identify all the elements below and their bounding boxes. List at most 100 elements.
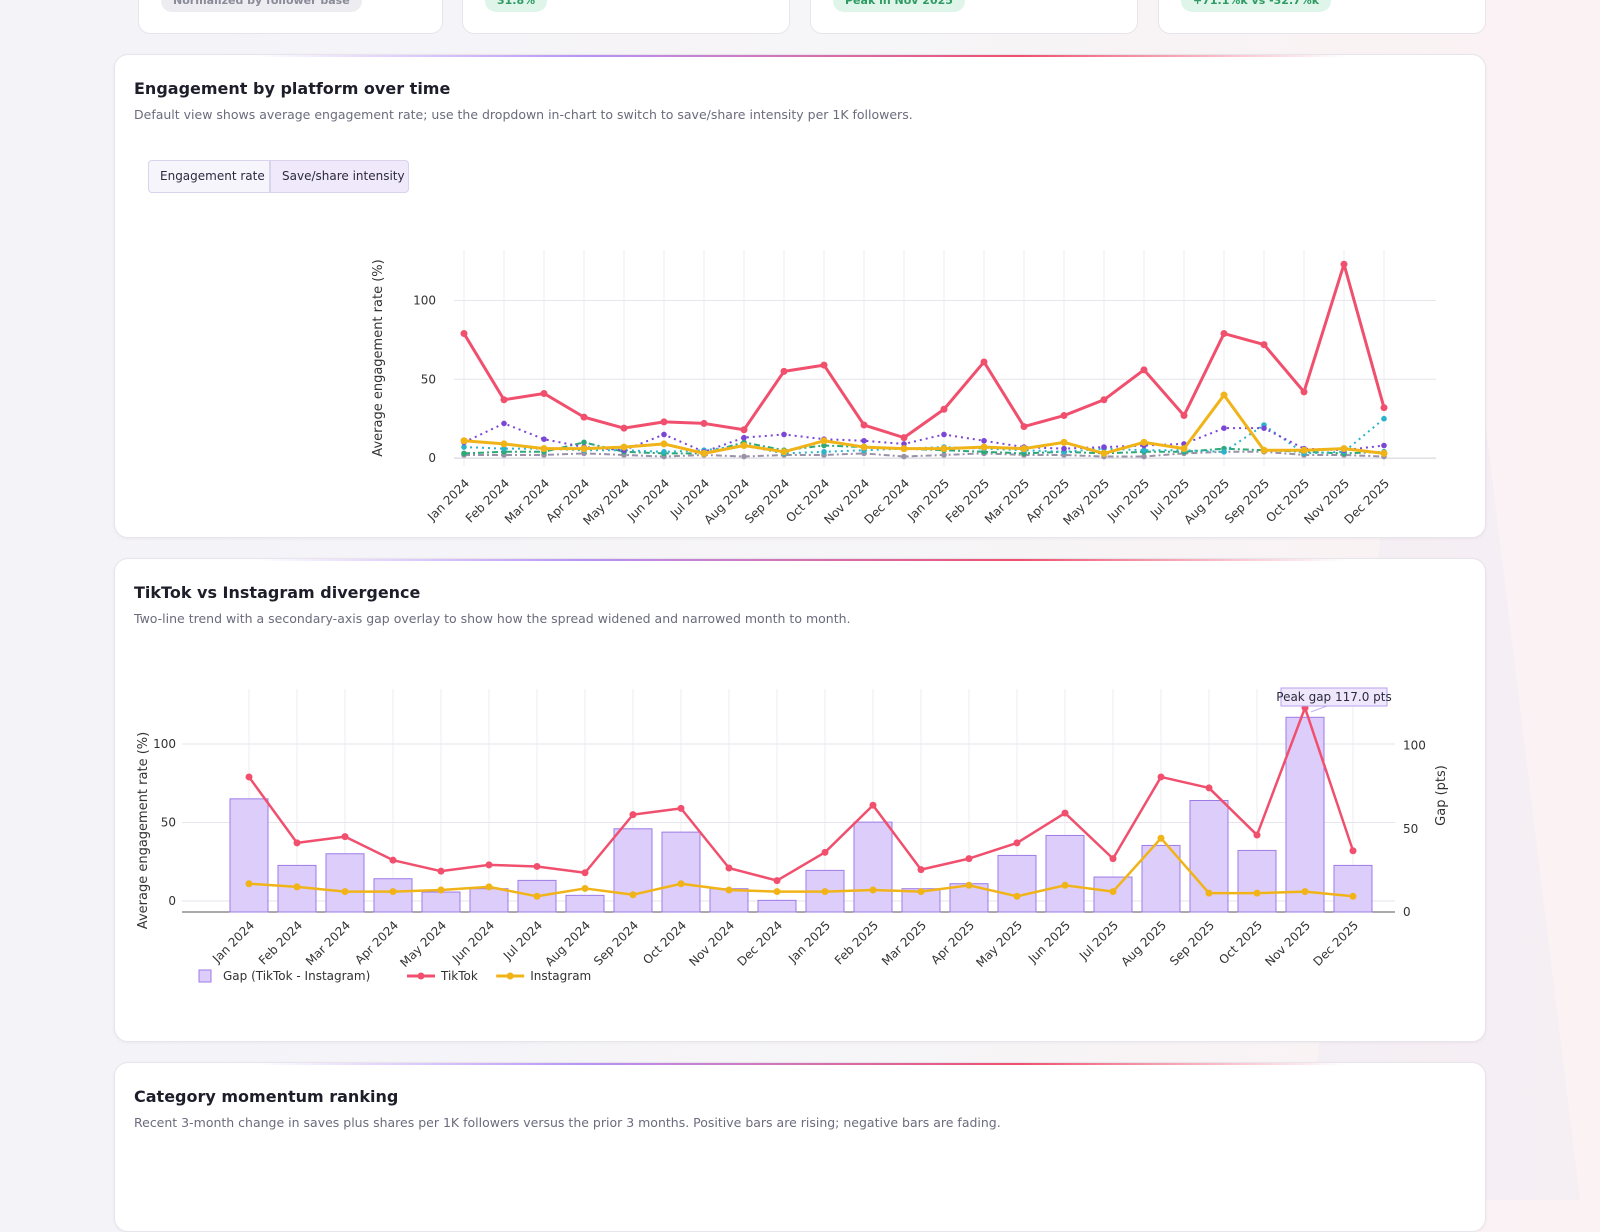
data-point-tiktok[interactable] <box>820 361 828 369</box>
data-point-youtube[interactable] <box>901 441 907 447</box>
data-point-instagram[interactable] <box>965 881 973 889</box>
data-point-tiktok[interactable] <box>1140 366 1148 374</box>
data-point-youtube[interactable] <box>1381 442 1387 449</box>
data-point-instagram[interactable] <box>860 443 868 451</box>
data-point-tiktok[interactable] <box>860 421 868 429</box>
data-point-youtube[interactable] <box>1061 445 1067 452</box>
data-point-instagram[interactable] <box>245 880 253 888</box>
data-point-instagram[interactable] <box>1205 889 1213 897</box>
data-point-instagram[interactable] <box>1300 446 1308 454</box>
data-point-tiktok[interactable] <box>940 405 948 413</box>
data-point-youtube[interactable] <box>741 434 747 441</box>
data-point-youtube[interactable] <box>861 437 867 444</box>
data-point-tiktok[interactable] <box>540 389 548 397</box>
gap-bar[interactable] <box>661 831 701 913</box>
data-point-instagram[interactable] <box>533 892 541 900</box>
data-point-youtube[interactable] <box>781 431 787 438</box>
data-point-instagram[interactable] <box>389 888 397 896</box>
data-point-tiktok[interactable] <box>700 419 708 427</box>
gap-bar[interactable] <box>1333 864 1373 913</box>
data-point-instagram[interactable] <box>460 437 468 445</box>
data-point-twitter[interactable] <box>581 439 587 446</box>
data-point-tiktok[interactable] <box>1380 404 1388 412</box>
data-point-instagram[interactable] <box>629 891 637 899</box>
data-point-instagram[interactable] <box>1020 445 1028 453</box>
data-point-instagram[interactable] <box>1253 889 1261 897</box>
data-point-youtube[interactable] <box>1101 444 1107 450</box>
data-point-instagram[interactable] <box>900 445 908 453</box>
gap-bar[interactable] <box>853 821 893 913</box>
gap-bar[interactable] <box>613 828 653 913</box>
data-point-instagram[interactable] <box>1109 888 1117 896</box>
data-point-tiktok[interactable] <box>580 413 588 421</box>
data-point-tiktok[interactable] <box>1205 784 1213 792</box>
data-point-tiktok[interactable] <box>1060 412 1068 420</box>
data-point-tiktok[interactable] <box>485 861 493 869</box>
legend-label[interactable]: Instagram <box>530 969 591 983</box>
data-point-instagram[interactable] <box>500 440 508 448</box>
data-point-tiktok[interactable] <box>1220 330 1228 338</box>
data-point-twitter[interactable] <box>461 450 467 457</box>
data-point-instagram[interactable] <box>821 888 829 896</box>
legend-label[interactable]: TikTok <box>440 969 478 983</box>
data-point-instagram[interactable] <box>1301 888 1309 896</box>
data-point-tiktok[interactable] <box>533 862 541 870</box>
data-point-instagram[interactable] <box>580 445 588 453</box>
data-point-instagram[interactable] <box>1140 438 1148 446</box>
data-point-instagram[interactable] <box>1100 449 1108 457</box>
data-point-tiktok[interactable] <box>965 855 973 863</box>
data-point-twitter[interactable] <box>821 442 827 449</box>
data-point-instagram[interactable] <box>869 886 877 894</box>
data-point-tiktok[interactable] <box>460 330 468 338</box>
data-point-youtube[interactable] <box>661 431 667 438</box>
data-point-youtube[interactable] <box>541 436 547 442</box>
data-point-instagram[interactable] <box>540 445 548 453</box>
data-point-instagram[interactable] <box>980 443 988 451</box>
data-point-tiktok[interactable] <box>1253 831 1261 839</box>
data-point-instagram[interactable] <box>1260 446 1268 454</box>
data-point-tiktok[interactable] <box>869 801 877 809</box>
data-point-instagram[interactable] <box>1220 391 1228 399</box>
gap-bar[interactable] <box>565 894 605 913</box>
data-point-tiktok[interactable] <box>1061 809 1069 817</box>
data-point-tiktok[interactable] <box>780 367 788 375</box>
data-point-tiktok[interactable] <box>821 848 829 856</box>
data-point-tiktok[interactable] <box>917 866 925 874</box>
data-point-facebook[interactable] <box>1141 447 1147 454</box>
gap-bar[interactable] <box>373 878 413 913</box>
data-point-instagram[interactable] <box>820 437 828 445</box>
data-point-youtube[interactable] <box>941 431 947 438</box>
data-point-instagram[interactable] <box>485 883 493 891</box>
data-point-tiktok[interactable] <box>740 426 748 434</box>
data-point-facebook[interactable] <box>461 444 467 450</box>
data-point-tiktok[interactable] <box>1260 341 1268 349</box>
data-point-instagram[interactable] <box>1340 445 1348 453</box>
data-point-tiktok[interactable] <box>1109 855 1117 863</box>
data-point-youtube[interactable] <box>501 420 507 427</box>
gap-bar[interactable] <box>1237 849 1277 913</box>
data-point-instagram[interactable] <box>293 883 301 891</box>
data-point-tiktok[interactable] <box>980 358 988 366</box>
data-point-tiktok[interactable] <box>1020 423 1028 431</box>
gap-bar[interactable] <box>757 899 797 913</box>
data-point-linkedin[interactable] <box>1141 453 1147 460</box>
data-point-tiktok[interactable] <box>389 856 397 864</box>
data-point-instagram[interactable] <box>917 888 925 896</box>
gap-bar[interactable] <box>469 888 509 913</box>
data-point-tiktok[interactable] <box>677 804 685 812</box>
data-point-instagram[interactable] <box>341 888 349 896</box>
data-point-tiktok[interactable] <box>500 396 508 404</box>
data-point-youtube[interactable] <box>981 437 987 444</box>
gap-bar[interactable] <box>229 798 269 913</box>
data-point-instagram[interactable] <box>1157 834 1165 842</box>
data-point-facebook[interactable] <box>821 449 827 455</box>
data-point-tiktok[interactable] <box>341 833 349 841</box>
data-point-tiktok[interactable] <box>629 811 637 819</box>
data-point-youtube[interactable] <box>1261 425 1267 431</box>
data-point-instagram[interactable] <box>1013 892 1021 900</box>
data-point-instagram[interactable] <box>1061 881 1069 889</box>
data-point-instagram[interactable] <box>773 888 781 896</box>
data-point-tiktok[interactable] <box>1349 847 1357 855</box>
gap-bar[interactable] <box>1285 716 1325 913</box>
data-point-linkedin[interactable] <box>941 452 947 458</box>
